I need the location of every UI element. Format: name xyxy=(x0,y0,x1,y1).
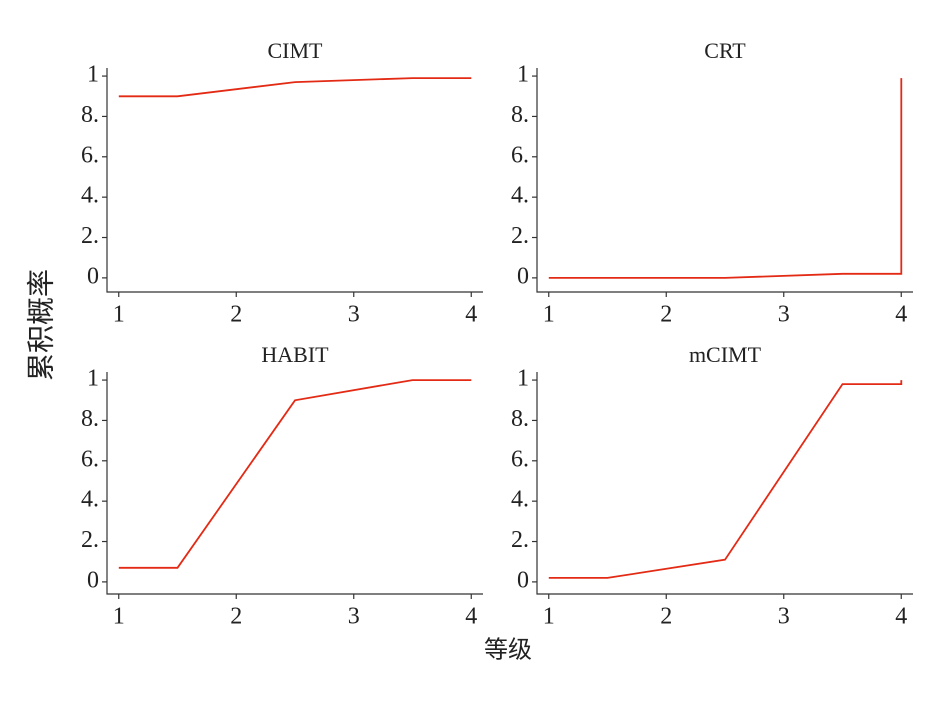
axis-spines xyxy=(106,68,483,293)
y-tick-label: 2. xyxy=(511,223,529,249)
y-tick-label: 2. xyxy=(511,527,529,553)
x-tick-label: 1 xyxy=(543,302,555,328)
y-tick-label: 8. xyxy=(81,406,99,432)
x-tick-label: 4 xyxy=(895,604,907,630)
y-tick-label: 0 xyxy=(517,263,529,289)
y-tick-label: 2. xyxy=(81,527,99,553)
x-tick-label: 1 xyxy=(113,302,125,328)
data-line xyxy=(118,379,472,569)
chart-title: HABIT xyxy=(261,342,329,367)
x-tick-label: 3 xyxy=(348,604,360,630)
y-tick-label: 4. xyxy=(511,183,529,209)
axis-spines xyxy=(536,68,913,293)
y-tick-label: 1 xyxy=(87,366,99,392)
y-tick-label: 0 xyxy=(87,567,99,593)
y-tick-label: 1 xyxy=(517,366,529,392)
axis-spines xyxy=(106,372,483,595)
chart-title: CIMT xyxy=(268,38,324,63)
x-tick-label: 1 xyxy=(543,604,555,630)
x-tick-label: 2 xyxy=(660,302,672,328)
axis-spines xyxy=(536,372,913,595)
data-line xyxy=(548,78,903,279)
y-tick-label: 0 xyxy=(87,263,99,289)
x-tick-label: 3 xyxy=(348,302,360,328)
x-axis-label: 等级 xyxy=(484,637,532,664)
x-tick-label: 3 xyxy=(778,604,790,630)
chart-title: mCIMT xyxy=(689,342,762,367)
y-tick-label: 4. xyxy=(81,487,99,513)
y-tick-label: 1 xyxy=(517,62,529,88)
data-line xyxy=(548,380,903,579)
x-tick-label: 3 xyxy=(778,302,790,328)
chart-title: CRT xyxy=(704,38,746,63)
y-tick-label: 8. xyxy=(511,406,529,432)
data-line xyxy=(118,77,472,98)
x-tick-label: 2 xyxy=(230,604,242,630)
x-tick-label: 2 xyxy=(230,302,242,328)
y-tick-label: 6. xyxy=(81,446,99,472)
x-tick-label: 4 xyxy=(465,302,477,328)
x-tick-label: 1 xyxy=(113,604,125,630)
y-tick-label: 2. xyxy=(81,223,99,249)
y-tick-label: 6. xyxy=(511,142,529,168)
y-tick-label: 6. xyxy=(81,142,99,168)
y-tick-label: 6. xyxy=(511,446,529,472)
y-axis-label: 累积概率 xyxy=(25,269,57,381)
y-tick-label: 1 xyxy=(87,62,99,88)
y-tick-label: 4. xyxy=(81,183,99,209)
y-tick-label: 8. xyxy=(511,102,529,128)
y-tick-label: 4. xyxy=(511,487,529,513)
y-tick-label: 8. xyxy=(81,102,99,128)
x-tick-label: 4 xyxy=(895,302,907,328)
x-tick-label: 4 xyxy=(465,604,477,630)
y-tick-label: 0 xyxy=(517,567,529,593)
x-tick-label: 2 xyxy=(660,604,672,630)
